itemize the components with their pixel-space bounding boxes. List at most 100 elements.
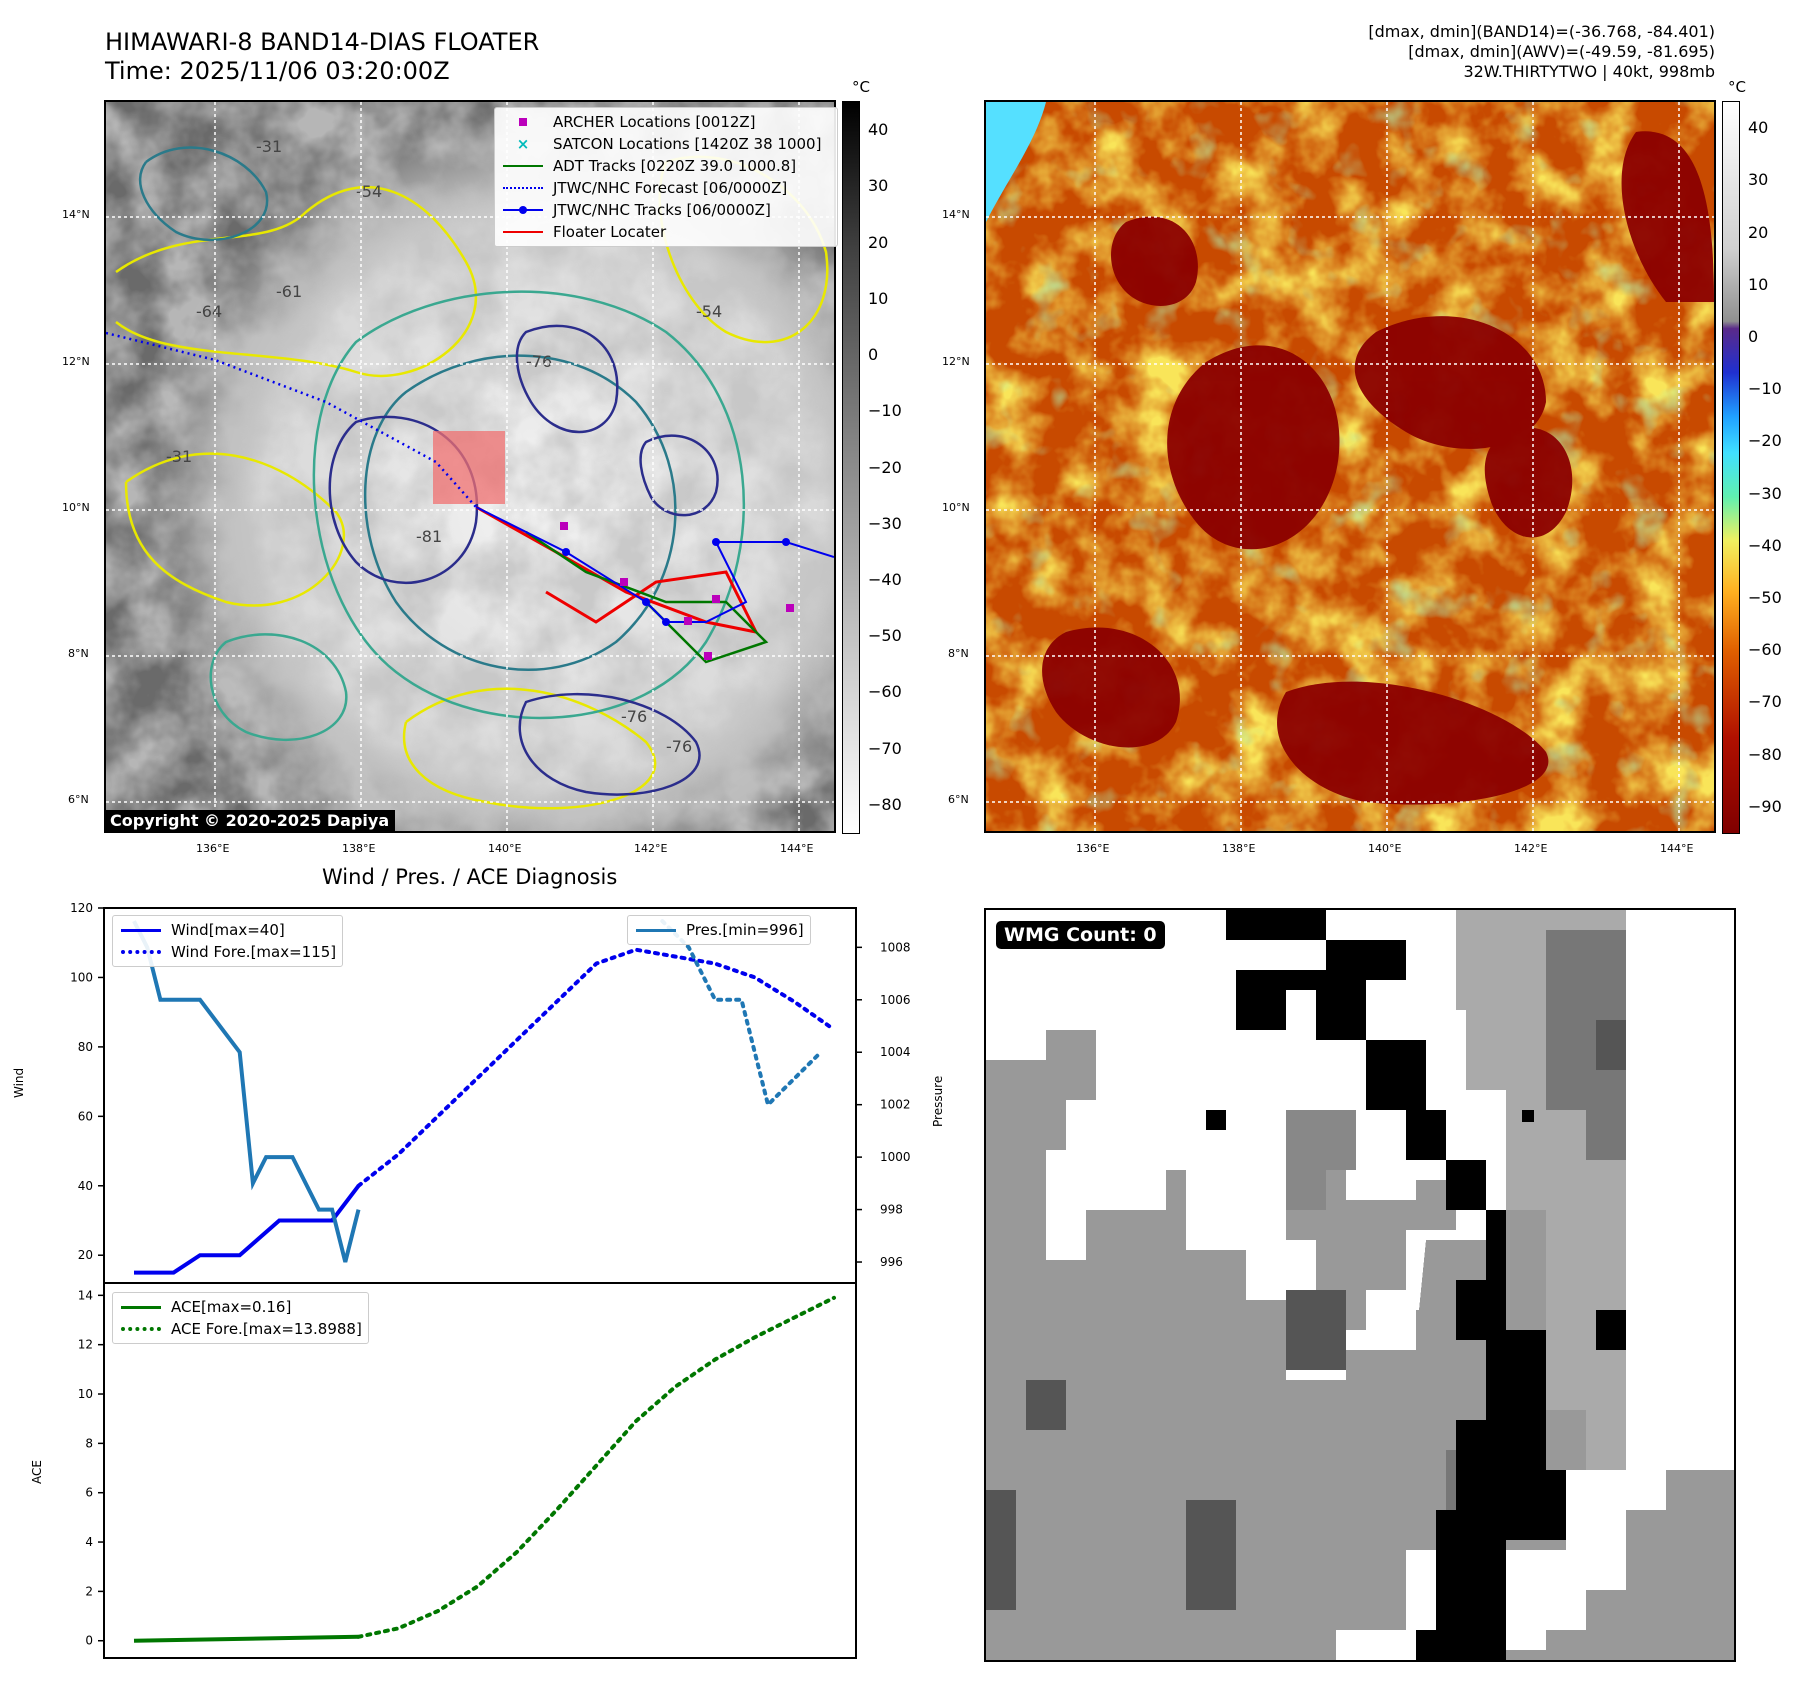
y-tick-label: 996	[880, 1255, 903, 1269]
contour-label: -76	[526, 352, 552, 371]
lon-label: 140°E	[488, 842, 522, 855]
lon-label: 144°E	[780, 842, 814, 855]
contour-label: -31	[256, 137, 282, 156]
colorbar-tick: −80	[1748, 744, 1782, 764]
y-tick-label: 10	[78, 1387, 93, 1401]
map-legend: ARCHER Locations [0012Z] × SATCON Locatio…	[494, 107, 838, 247]
legend-satcon: SATCON Locations [1420Z 38 1000]	[553, 135, 822, 153]
series-line	[356, 947, 836, 1188]
y-tick-label: 2	[85, 1584, 93, 1598]
colorbar-tick: 0	[1748, 326, 1759, 346]
lon-label-right: 144°E	[1660, 842, 1694, 855]
legend-jtwc-tracks: JTWC/NHC Tracks [06/0000Z]	[553, 201, 771, 219]
y-tick-label: 1008	[880, 940, 911, 954]
pressure-axis-label: Pressure	[931, 1075, 945, 1127]
colorbar-tick: 10	[868, 288, 889, 308]
lat-label: 8°N	[68, 647, 89, 660]
legend-floater: Floater Locater	[553, 223, 667, 241]
archer-point	[704, 652, 712, 660]
enhanced-ir-panel	[984, 100, 1716, 833]
contour-label: -76	[621, 707, 647, 726]
contour-label: -31	[166, 447, 192, 466]
diagnosis-title: Wind / Pres. / ACE Diagnosis	[322, 865, 618, 889]
ace-axes-frame	[103, 1282, 857, 1659]
legend-wind-forecast: Wind Fore.[max=115]	[171, 943, 337, 961]
y-tick-label: 80	[78, 1040, 93, 1054]
archer-point	[786, 604, 794, 612]
legend-wind: Wind[max=40]	[171, 921, 285, 939]
wind-legend: Wind[max=40] Wind Fore.[max=115]	[112, 915, 344, 967]
legend-jtwc-forecast: JTWC/NHC Forecast [06/0000Z]	[553, 179, 788, 197]
y-tick-label: 60	[78, 1109, 93, 1123]
ace-legend: ACE[max=0.16] ACE Fore.[max=13.8988]	[112, 1292, 369, 1344]
adt-track	[525, 530, 769, 664]
info-line3: 32W.THIRTYTWO | 40kt, 998mb	[1463, 62, 1715, 81]
colorbar-tick: −40	[868, 569, 902, 589]
archer-point	[712, 595, 720, 603]
colorbar-tick: −40	[1748, 535, 1782, 555]
contour-label: -61	[276, 282, 302, 301]
colorbar-left	[842, 101, 860, 834]
jtwc-point	[782, 538, 790, 546]
colorbar-right	[1722, 101, 1740, 834]
diagnosis-chart: 1201008060402010081006100410021000998996…	[70, 901, 911, 1659]
legend-ace: ACE[max=0.16]	[171, 1298, 292, 1316]
lat-label-right: 10°N	[942, 501, 970, 514]
contour-label: -81	[416, 527, 442, 546]
wmg-grid	[986, 910, 1734, 1660]
series-line	[134, 1184, 361, 1275]
y-tick-label: 20	[78, 1248, 93, 1262]
lat-label: 6°N	[68, 793, 89, 806]
y-tick-label: 14	[78, 1288, 93, 1302]
wmg-count-badge: WMG Count: 0	[996, 921, 1165, 949]
ace-axis-label: ACE	[30, 1460, 44, 1484]
y-tick-label: 1000	[880, 1150, 911, 1164]
y-tick-label: 1004	[880, 1045, 911, 1059]
info-line1: [dmax, dmin](BAND14)=(-36.768, -84.401)	[1368, 22, 1715, 41]
colorbar-tick: 0	[868, 345, 879, 365]
colorbar-right-unit: °C	[1728, 78, 1746, 96]
colorbar-tick: 10	[1748, 274, 1769, 294]
y-tick-label: 40	[78, 1179, 93, 1193]
lon-label: 136°E	[196, 842, 230, 855]
contour-label: -76	[666, 737, 692, 756]
contour-label: -64	[196, 302, 222, 321]
lat-label-right: 14°N	[942, 208, 970, 221]
colorbar-tick: −30	[1748, 483, 1782, 503]
y-tick-label: 12	[78, 1338, 93, 1352]
enhanced-ir-map	[986, 102, 1714, 831]
y-tick-label: 6	[85, 1486, 93, 1500]
jtwc-point	[642, 598, 650, 606]
colorbar-tick: 20	[868, 232, 889, 252]
jtwc-point	[662, 618, 670, 626]
colorbar-tick: 30	[1748, 170, 1769, 190]
floater-box	[433, 431, 505, 504]
pressure-legend: Pres.[min=996]	[627, 915, 811, 945]
colorbar-tick: −70	[868, 738, 902, 758]
title-line2: Time: 2025/11/06 03:20:00Z	[105, 57, 450, 85]
y-tick-label: 1002	[880, 1098, 911, 1112]
archer-point	[620, 578, 628, 586]
colorbar-tick: −70	[1748, 692, 1782, 712]
colorbar-tick: −60	[1748, 640, 1782, 660]
colorbar-tick: −80	[868, 794, 902, 814]
colorbar-left-unit: °C	[852, 78, 870, 96]
colorbar-tick: 20	[1748, 222, 1769, 242]
series-line	[660, 919, 823, 1109]
colorbar-tick: −90	[1748, 796, 1782, 816]
colorbar-tick: −50	[1748, 588, 1782, 608]
series-line	[356, 1295, 836, 1639]
colorbar-tick: −20	[868, 457, 902, 477]
copyright-badge: Copyright © 2020-2025 Dapiya	[104, 810, 396, 831]
colorbar-tick: −50	[868, 626, 902, 646]
lon-label: 142°E	[634, 842, 668, 855]
lat-label-right: 6°N	[948, 793, 969, 806]
info-line2: [dmax, dmin](AWV)=(-49.59, -81.695)	[1408, 42, 1715, 61]
jtwc-point	[562, 548, 570, 556]
lon-label-right: 138°E	[1222, 842, 1256, 855]
archer-point	[560, 522, 568, 530]
lon-label-right: 136°E	[1076, 842, 1110, 855]
colorbar-tick: 40	[868, 120, 889, 140]
jtwc-track	[475, 506, 834, 623]
warm-region	[986, 102, 1046, 222]
